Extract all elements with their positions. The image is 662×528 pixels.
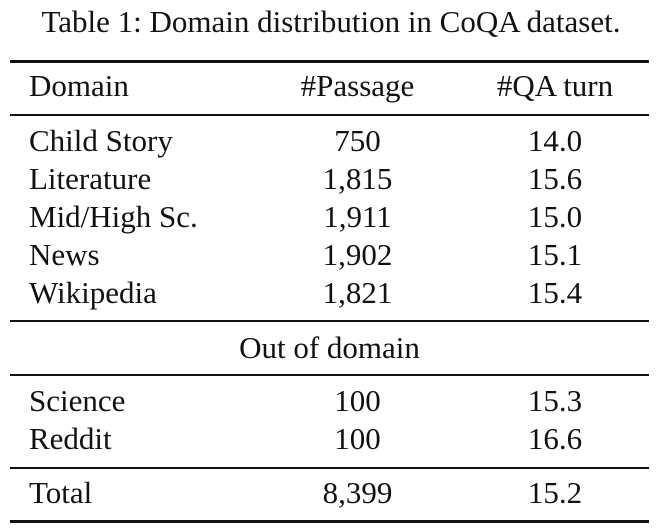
cell-qa-turn: 15.1 [527,237,583,272]
total-row: Total 8,399 15.2 [0,474,662,512]
cell-domain: Total [29,475,93,510]
cell-passage: 1,821 [322,275,393,310]
cell-domain: Literature [29,161,152,196]
cell-qa-turn: 15.6 [527,161,583,196]
cell-qa-turn: 16.6 [527,421,583,456]
cell-passage: 1,815 [322,161,393,196]
cell-passage: 1,902 [322,237,393,272]
table-caption: Table 1: Domain distribution in CoQA dat… [41,4,621,39]
table-row: Wikipedia 1,821 15.4 [0,274,662,312]
cell-passage: 750 [334,123,381,158]
top-rule [10,60,649,63]
cell-domain: News [29,237,100,272]
header-row: Domain #Passage #QA turn [0,67,662,105]
cell-passage: 100 [334,421,381,456]
cell-qa-turn: 15.0 [527,199,583,234]
cell-domain: Mid/High Sc. [29,199,198,234]
out-of-domain-label: Out of domain [239,330,420,365]
table-row: Science 100 15.3 [0,382,662,420]
header-domain: Domain [29,68,129,103]
table-row: Literature 1,815 15.6 [0,160,662,198]
cell-qa-turn: 15.2 [527,475,583,510]
cell-domain: Reddit [29,421,112,456]
table-row: News 1,902 15.1 [0,236,662,274]
section-rule [10,320,649,322]
table-row: Child Story 750 14.0 [0,122,662,160]
section-rule [10,374,649,376]
cell-qa-turn: 14.0 [527,123,583,158]
table-row: Reddit 100 16.6 [0,420,662,458]
total-rule [10,467,649,469]
bottom-rule [10,520,649,523]
cell-passage: 8,399 [322,475,393,510]
cell-qa-turn: 15.4 [527,275,583,310]
cell-qa-turn: 15.3 [527,383,583,418]
cell-domain: Wikipedia [29,275,157,310]
header-passage: #Passage [300,68,415,103]
cell-domain: Science [29,383,126,418]
header-rule [10,114,649,116]
cell-passage: 100 [334,383,381,418]
cell-domain: Child Story [29,123,173,158]
cell-passage: 1,911 [323,199,392,234]
header-qa-turn: #QA turn [496,68,614,103]
table-row: Mid/High Sc. 1,911 15.0 [0,198,662,236]
